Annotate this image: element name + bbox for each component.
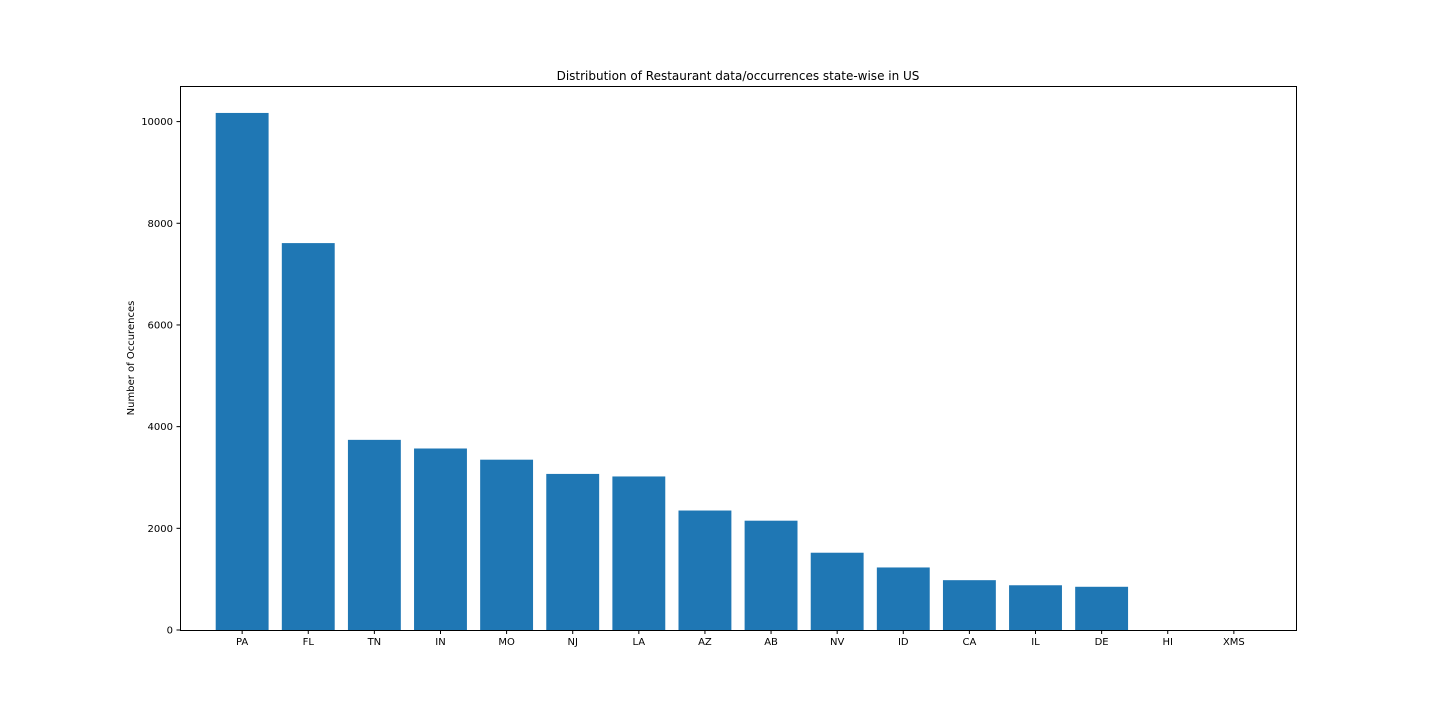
- y-tick-label: 2000: [148, 524, 173, 535]
- bar-ca: [942, 580, 996, 630]
- y-ticks-layer: 0 2000 4000 6000 8000 10000: [141, 117, 181, 637]
- bar-ab: [744, 520, 798, 630]
- bar-la: [612, 476, 666, 630]
- chart-title: Distribution of Restaurant data/occurren…: [557, 69, 920, 83]
- x-tick-label: HI: [1163, 637, 1173, 648]
- y-tick-label: 0: [167, 626, 173, 637]
- bar-fl: [281, 243, 335, 630]
- y-tick-label: 8000: [148, 219, 173, 230]
- bars-layer: [215, 112, 1129, 630]
- x-tick-label: IN: [435, 637, 445, 648]
- x-tick-label: DE: [1095, 637, 1109, 648]
- bar-az: [678, 510, 732, 630]
- x-ticks-layer: PA FL TN IN MO NJ LA AZ AB NV ID CA IL DE HI XMS: [236, 630, 1245, 648]
- bar-pa: [215, 112, 269, 630]
- bar-de: [1075, 586, 1129, 630]
- bar-nj: [546, 473, 600, 630]
- bar-mo: [480, 459, 534, 630]
- plot-frame: [180, 86, 1297, 631]
- x-tick-label: AB: [764, 637, 778, 648]
- x-tick-label: NJ: [567, 637, 577, 648]
- x-tick-label: IL: [1031, 637, 1040, 648]
- bar-in: [414, 448, 467, 630]
- bar-nv: [810, 552, 864, 630]
- x-tick-label: FL: [303, 637, 315, 648]
- x-tick-label: MO: [498, 637, 515, 648]
- bar-tn: [347, 439, 401, 630]
- x-tick-label: TN: [367, 637, 382, 648]
- y-tick-label: 10000: [141, 117, 173, 128]
- y-axis-label: Number of Occurences: [126, 301, 137, 416]
- x-tick-label: ID: [898, 637, 909, 648]
- bar-il: [1009, 585, 1062, 630]
- x-tick-label: NV: [830, 637, 844, 648]
- x-tick-label: PA: [236, 637, 248, 648]
- x-tick-label: AZ: [698, 637, 712, 648]
- x-tick-label: LA: [633, 637, 646, 648]
- bar-id: [876, 567, 930, 630]
- x-tick-label: XMS: [1223, 637, 1245, 648]
- y-tick-label: 6000: [148, 320, 173, 331]
- y-tick-label: 4000: [148, 422, 173, 433]
- x-tick-label: CA: [962, 637, 976, 648]
